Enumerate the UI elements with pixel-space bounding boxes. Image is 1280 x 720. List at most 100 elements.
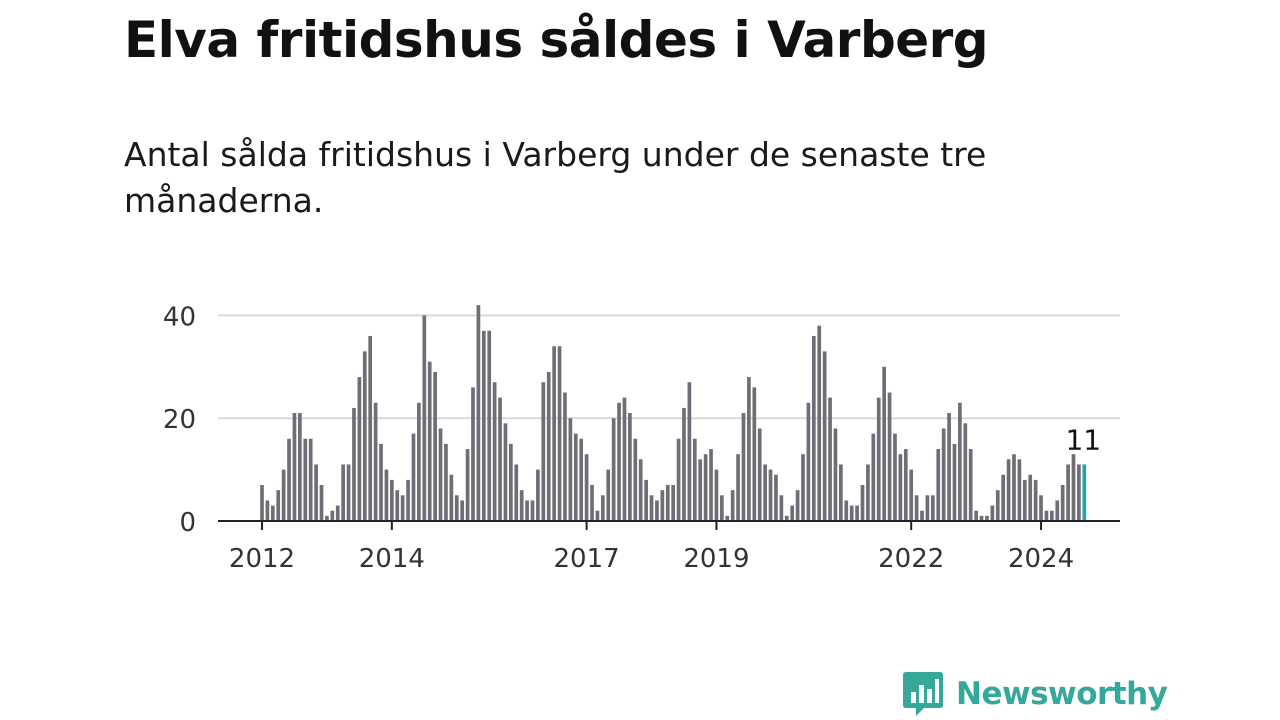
bar: [319, 485, 324, 521]
bar: [276, 490, 281, 521]
bar: [368, 335, 373, 521]
bar: [536, 469, 540, 521]
bar: [633, 438, 638, 521]
grid-lines: [218, 314, 1120, 420]
bar: [606, 469, 611, 521]
bar: [947, 413, 951, 521]
bar: [698, 459, 703, 521]
bar: [492, 382, 497, 521]
bar: [298, 413, 302, 521]
bar: [454, 495, 459, 521]
bar: [357, 377, 362, 521]
bar: [422, 315, 427, 521]
x-tick-label: 2012: [229, 544, 295, 574]
bar: [790, 505, 795, 521]
bar: [893, 433, 897, 521]
bar: [395, 490, 400, 521]
newsworthy-logo[interactable]: Newsworthy: [902, 670, 1168, 718]
bar: [611, 418, 616, 521]
bar: [362, 351, 367, 521]
bar: [330, 510, 335, 521]
bar: [676, 438, 681, 521]
bar: [968, 449, 973, 521]
bar: [476, 305, 481, 521]
bar: [849, 505, 854, 521]
x-tick-labels: 2012 2014 2017 2019 2022 2024: [229, 521, 1074, 574]
bar: [692, 438, 697, 521]
bar: [509, 443, 513, 521]
bar: [801, 454, 805, 521]
bar: [644, 479, 648, 521]
bar: [903, 449, 908, 521]
x-tick-label: 2014: [359, 544, 425, 574]
highlight-value-label: 11: [1065, 423, 1101, 456]
x-tick-label: 2019: [683, 544, 749, 574]
bar: [1001, 474, 1006, 521]
y-tick-label: 0: [179, 508, 196, 538]
bar: [936, 449, 941, 521]
bar: [866, 464, 870, 521]
x-tick-label: 2022: [878, 544, 944, 574]
bar: [806, 402, 811, 521]
bar: [600, 495, 605, 521]
bar: [871, 433, 876, 521]
bar: [1055, 500, 1060, 521]
bar: [417, 402, 421, 521]
bar: [579, 438, 584, 521]
bar: [687, 382, 692, 521]
bar: [541, 382, 546, 521]
y-tick-label: 40: [163, 302, 196, 332]
bar: [487, 330, 492, 521]
bar-highlight: [1082, 464, 1087, 521]
bar: [860, 485, 865, 521]
bar: [963, 423, 968, 521]
bar: [882, 366, 886, 521]
bar: [552, 346, 556, 521]
bar: [1050, 510, 1054, 521]
bar: [335, 505, 340, 521]
bar: [481, 330, 486, 521]
bar: [498, 397, 502, 521]
bar: [974, 510, 978, 521]
annotations: 11: [1065, 423, 1101, 456]
bar: [352, 407, 356, 521]
bar: [990, 505, 995, 521]
bar: [730, 490, 735, 521]
bar: [671, 485, 676, 521]
bar: [438, 428, 443, 521]
bar: [519, 490, 524, 521]
bar: [260, 485, 264, 521]
bar: [709, 449, 713, 521]
bar: [828, 397, 832, 521]
bar: [682, 407, 686, 521]
bar: [433, 371, 437, 521]
bar: [379, 443, 383, 521]
bar: [400, 495, 405, 521]
bar: [384, 469, 389, 521]
bar: [1060, 485, 1065, 521]
bar: [568, 418, 573, 521]
bar: [411, 433, 416, 521]
bar: [638, 459, 643, 521]
bar: [265, 500, 270, 521]
bar: [373, 402, 378, 521]
bar: [341, 464, 345, 521]
bar: [449, 474, 454, 521]
bar: [703, 454, 708, 521]
bar: [979, 515, 984, 521]
bar: [985, 515, 989, 521]
bar: [930, 495, 935, 521]
bar: [1022, 479, 1027, 521]
x-tick-label: 2024: [1008, 544, 1074, 574]
brand-name: Newsworthy: [956, 676, 1168, 712]
bar: [1012, 454, 1016, 521]
bar: [1077, 464, 1081, 521]
chart-title: Elva fritidshus såldes i Varberg: [124, 11, 989, 69]
bar: [563, 392, 567, 521]
bar: [346, 464, 351, 521]
bar: [1039, 495, 1043, 521]
bar: [665, 485, 670, 521]
bar: [530, 500, 535, 521]
bar: [1033, 479, 1038, 521]
bar: [287, 438, 291, 521]
